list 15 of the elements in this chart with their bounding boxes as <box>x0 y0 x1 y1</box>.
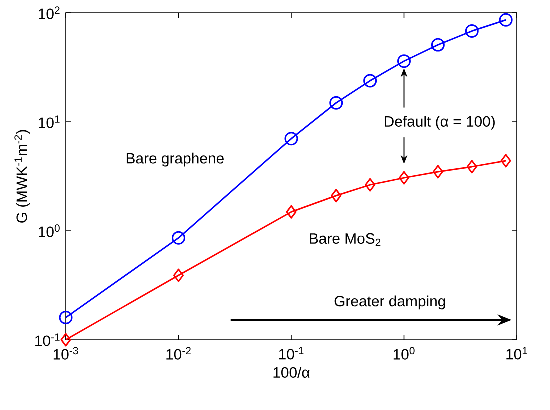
x-tick-label: 10$^{-2}$ <box>166 347 191 360</box>
x-tick-label: 10$^{0}$ <box>394 347 415 360</box>
y-tick-label: 10$^{-1}$ <box>36 334 60 346</box>
annotation: Greater damping <box>334 296 446 310</box>
x-tick-label: 10$^{-1}$ <box>279 347 304 360</box>
series-label: Bare MoS$_{2}$ <box>310 233 381 246</box>
y-tick-label: 10$^{0}$ <box>39 224 60 238</box>
y-tick-label: 10$^{2}$ <box>39 6 60 20</box>
x-tick-label: 10$^{1}$ <box>506 347 528 360</box>
series-label: Bare graphene <box>126 152 224 167</box>
y-axis-title: G (MWK$^{-1}$m$^{-2}$) <box>14 130 30 223</box>
y-tick-label: 10$^{1}$ <box>39 116 60 128</box>
annotation: Default (α = 100) <box>385 116 495 130</box>
x-tick-label: 10$^{-3}$ <box>54 347 78 360</box>
x-axis-title: 100/α <box>274 367 310 378</box>
